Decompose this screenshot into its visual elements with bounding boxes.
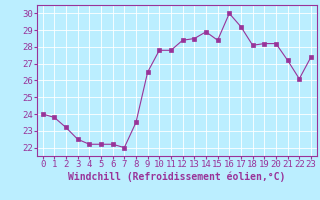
- X-axis label: Windchill (Refroidissement éolien,°C): Windchill (Refroidissement éolien,°C): [68, 172, 285, 182]
